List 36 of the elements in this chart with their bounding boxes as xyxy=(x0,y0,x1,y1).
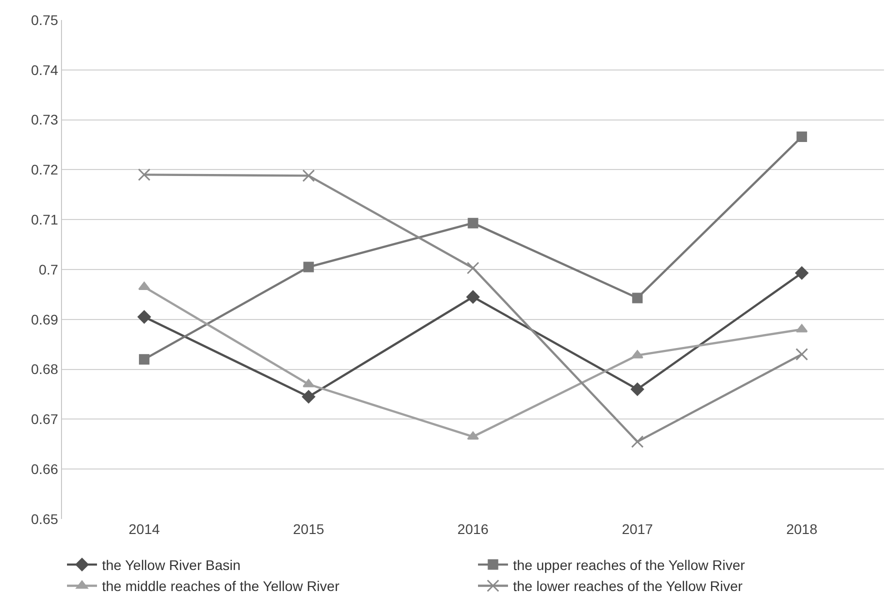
y-tick-label: 0.65 xyxy=(30,510,58,527)
x-tick-label: 2017 xyxy=(622,521,654,537)
x-tick-label: 2018 xyxy=(786,521,818,537)
y-tick-label: 0.68 xyxy=(30,361,58,378)
y-tick-label: 0.74 xyxy=(30,62,58,78)
point xyxy=(138,354,150,365)
point xyxy=(467,431,479,440)
point xyxy=(796,348,808,361)
point xyxy=(795,266,808,280)
y-tick-label: 0.72 xyxy=(30,162,58,178)
point xyxy=(632,292,643,304)
point xyxy=(303,262,314,272)
point xyxy=(466,262,480,274)
point xyxy=(302,169,315,182)
y-tick-label: 0.67 xyxy=(30,411,58,428)
point xyxy=(466,290,480,304)
y-tick-label: 0.73 xyxy=(30,112,58,128)
point xyxy=(631,435,644,448)
y-tick-label: 0.71 xyxy=(30,212,58,228)
legend-label: the upper reaches of the Yellow River xyxy=(513,557,746,573)
point xyxy=(302,390,316,404)
point xyxy=(796,132,808,142)
y-tick-label: 0.66 xyxy=(30,461,58,477)
point xyxy=(468,218,478,228)
y-tick-label: 0.75 xyxy=(30,12,58,28)
legend-label: the lower reaches of the Yellow River xyxy=(513,578,743,594)
x-tick-label: 2016 xyxy=(457,521,489,537)
point xyxy=(630,382,644,396)
y-tick-label: 0.69 xyxy=(30,311,58,328)
x-tick-label: 2014 xyxy=(128,521,160,537)
legend-label: the middle reaches of the Yellow River xyxy=(102,578,340,594)
x-tick-label: 2015 xyxy=(293,521,324,537)
legend-label: the Yellow River Basin xyxy=(102,557,241,573)
y-tick-label: 0.7 xyxy=(38,261,58,278)
point xyxy=(138,168,150,181)
point xyxy=(138,310,151,324)
